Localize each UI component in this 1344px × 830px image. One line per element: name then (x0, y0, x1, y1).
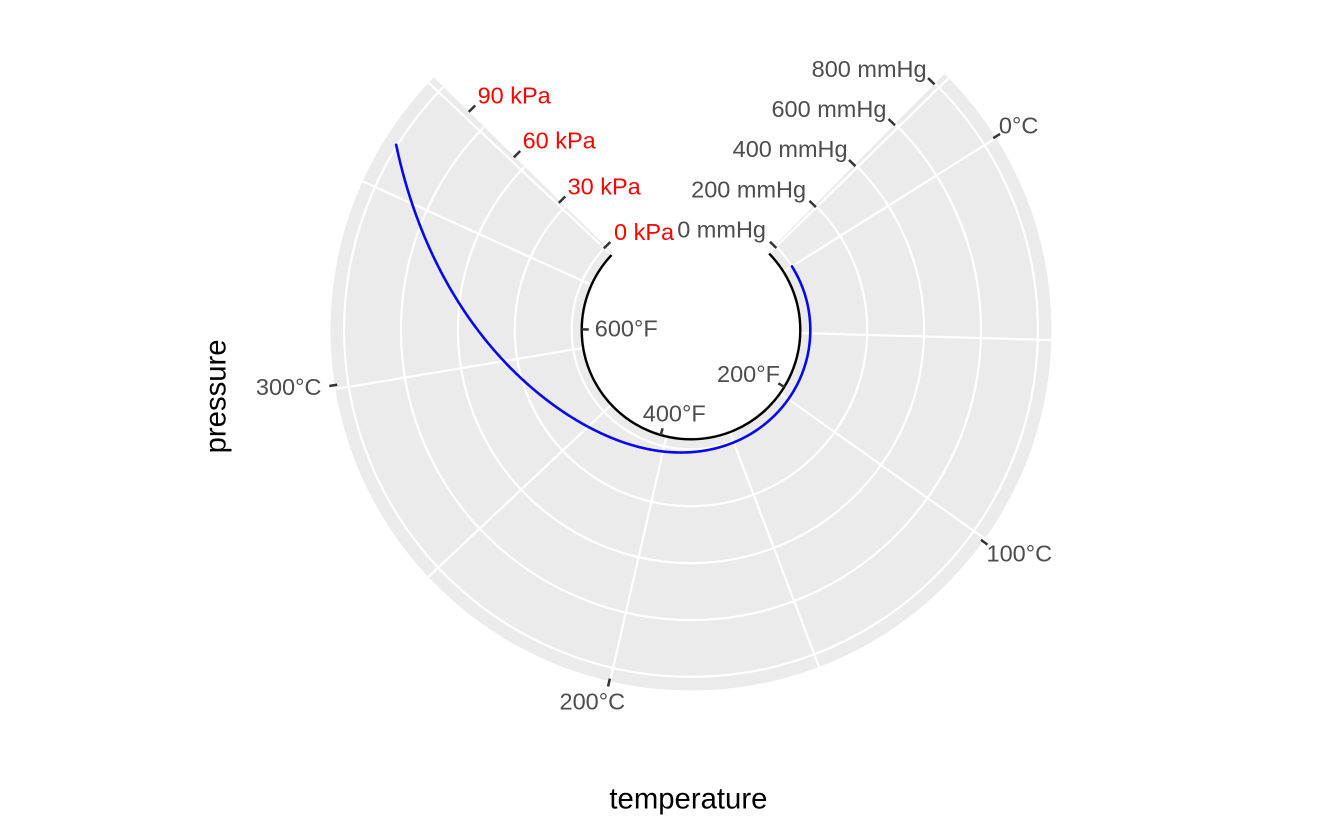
svg-text:400°F: 400°F (643, 401, 706, 427)
svg-text:temperature: temperature (609, 783, 767, 816)
svg-text:0 mmHg: 0 mmHg (677, 216, 766, 242)
svg-text:200°F: 200°F (717, 361, 780, 387)
svg-text:200°C: 200°C (560, 689, 626, 715)
svg-text:100°C: 100°C (987, 541, 1053, 567)
svg-text:0 kPa: 0 kPa (614, 219, 675, 245)
svg-text:200 mmHg: 200 mmHg (691, 176, 806, 202)
svg-text:30 kPa: 30 kPa (568, 173, 642, 199)
svg-text:600 mmHg: 600 mmHg (771, 96, 886, 122)
svg-text:0°C: 0°C (999, 113, 1038, 139)
svg-text:pressure: pressure (200, 339, 233, 453)
svg-text:600°F: 600°F (595, 316, 658, 342)
svg-text:800 mmHg: 800 mmHg (812, 56, 927, 82)
svg-text:90 kPa: 90 kPa (478, 83, 552, 109)
svg-text:400 mmHg: 400 mmHg (733, 136, 848, 162)
svg-text:300°C: 300°C (256, 374, 322, 400)
svg-text:60 kPa: 60 kPa (523, 128, 597, 154)
